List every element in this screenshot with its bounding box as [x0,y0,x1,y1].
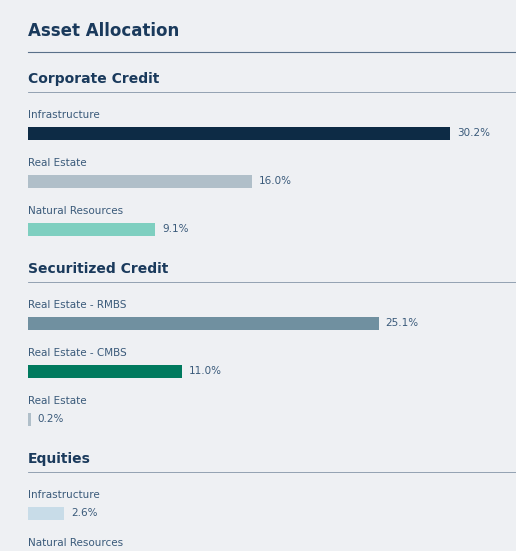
Bar [28,175,252,188]
Bar [28,223,155,236]
Text: Real Estate - CMBS: Real Estate - CMBS [28,348,127,358]
Text: 9.1%: 9.1% [162,224,189,235]
Text: 11.0%: 11.0% [189,366,222,376]
Bar [28,365,182,378]
Text: Securitized Credit: Securitized Credit [28,262,168,276]
Text: 30.2%: 30.2% [457,128,490,138]
Text: Asset Allocation: Asset Allocation [28,22,179,40]
Bar [28,507,64,520]
Text: Real Estate: Real Estate [28,158,87,168]
Text: Equities: Equities [28,452,91,466]
Text: Real Estate: Real Estate [28,396,87,406]
Bar [28,317,379,330]
Text: Infrastructure: Infrastructure [28,110,100,120]
Text: Natural Resources: Natural Resources [28,206,123,216]
Bar [28,413,31,426]
Text: 2.6%: 2.6% [71,509,98,518]
Text: 25.1%: 25.1% [386,318,419,328]
Text: 16.0%: 16.0% [259,176,292,186]
Text: Natural Resources: Natural Resources [28,538,123,548]
Text: 0.2%: 0.2% [38,414,64,424]
Text: Infrastructure: Infrastructure [28,490,100,500]
Text: Corporate Credit: Corporate Credit [28,72,159,86]
Bar [28,127,450,140]
Text: Real Estate - RMBS: Real Estate - RMBS [28,300,126,310]
